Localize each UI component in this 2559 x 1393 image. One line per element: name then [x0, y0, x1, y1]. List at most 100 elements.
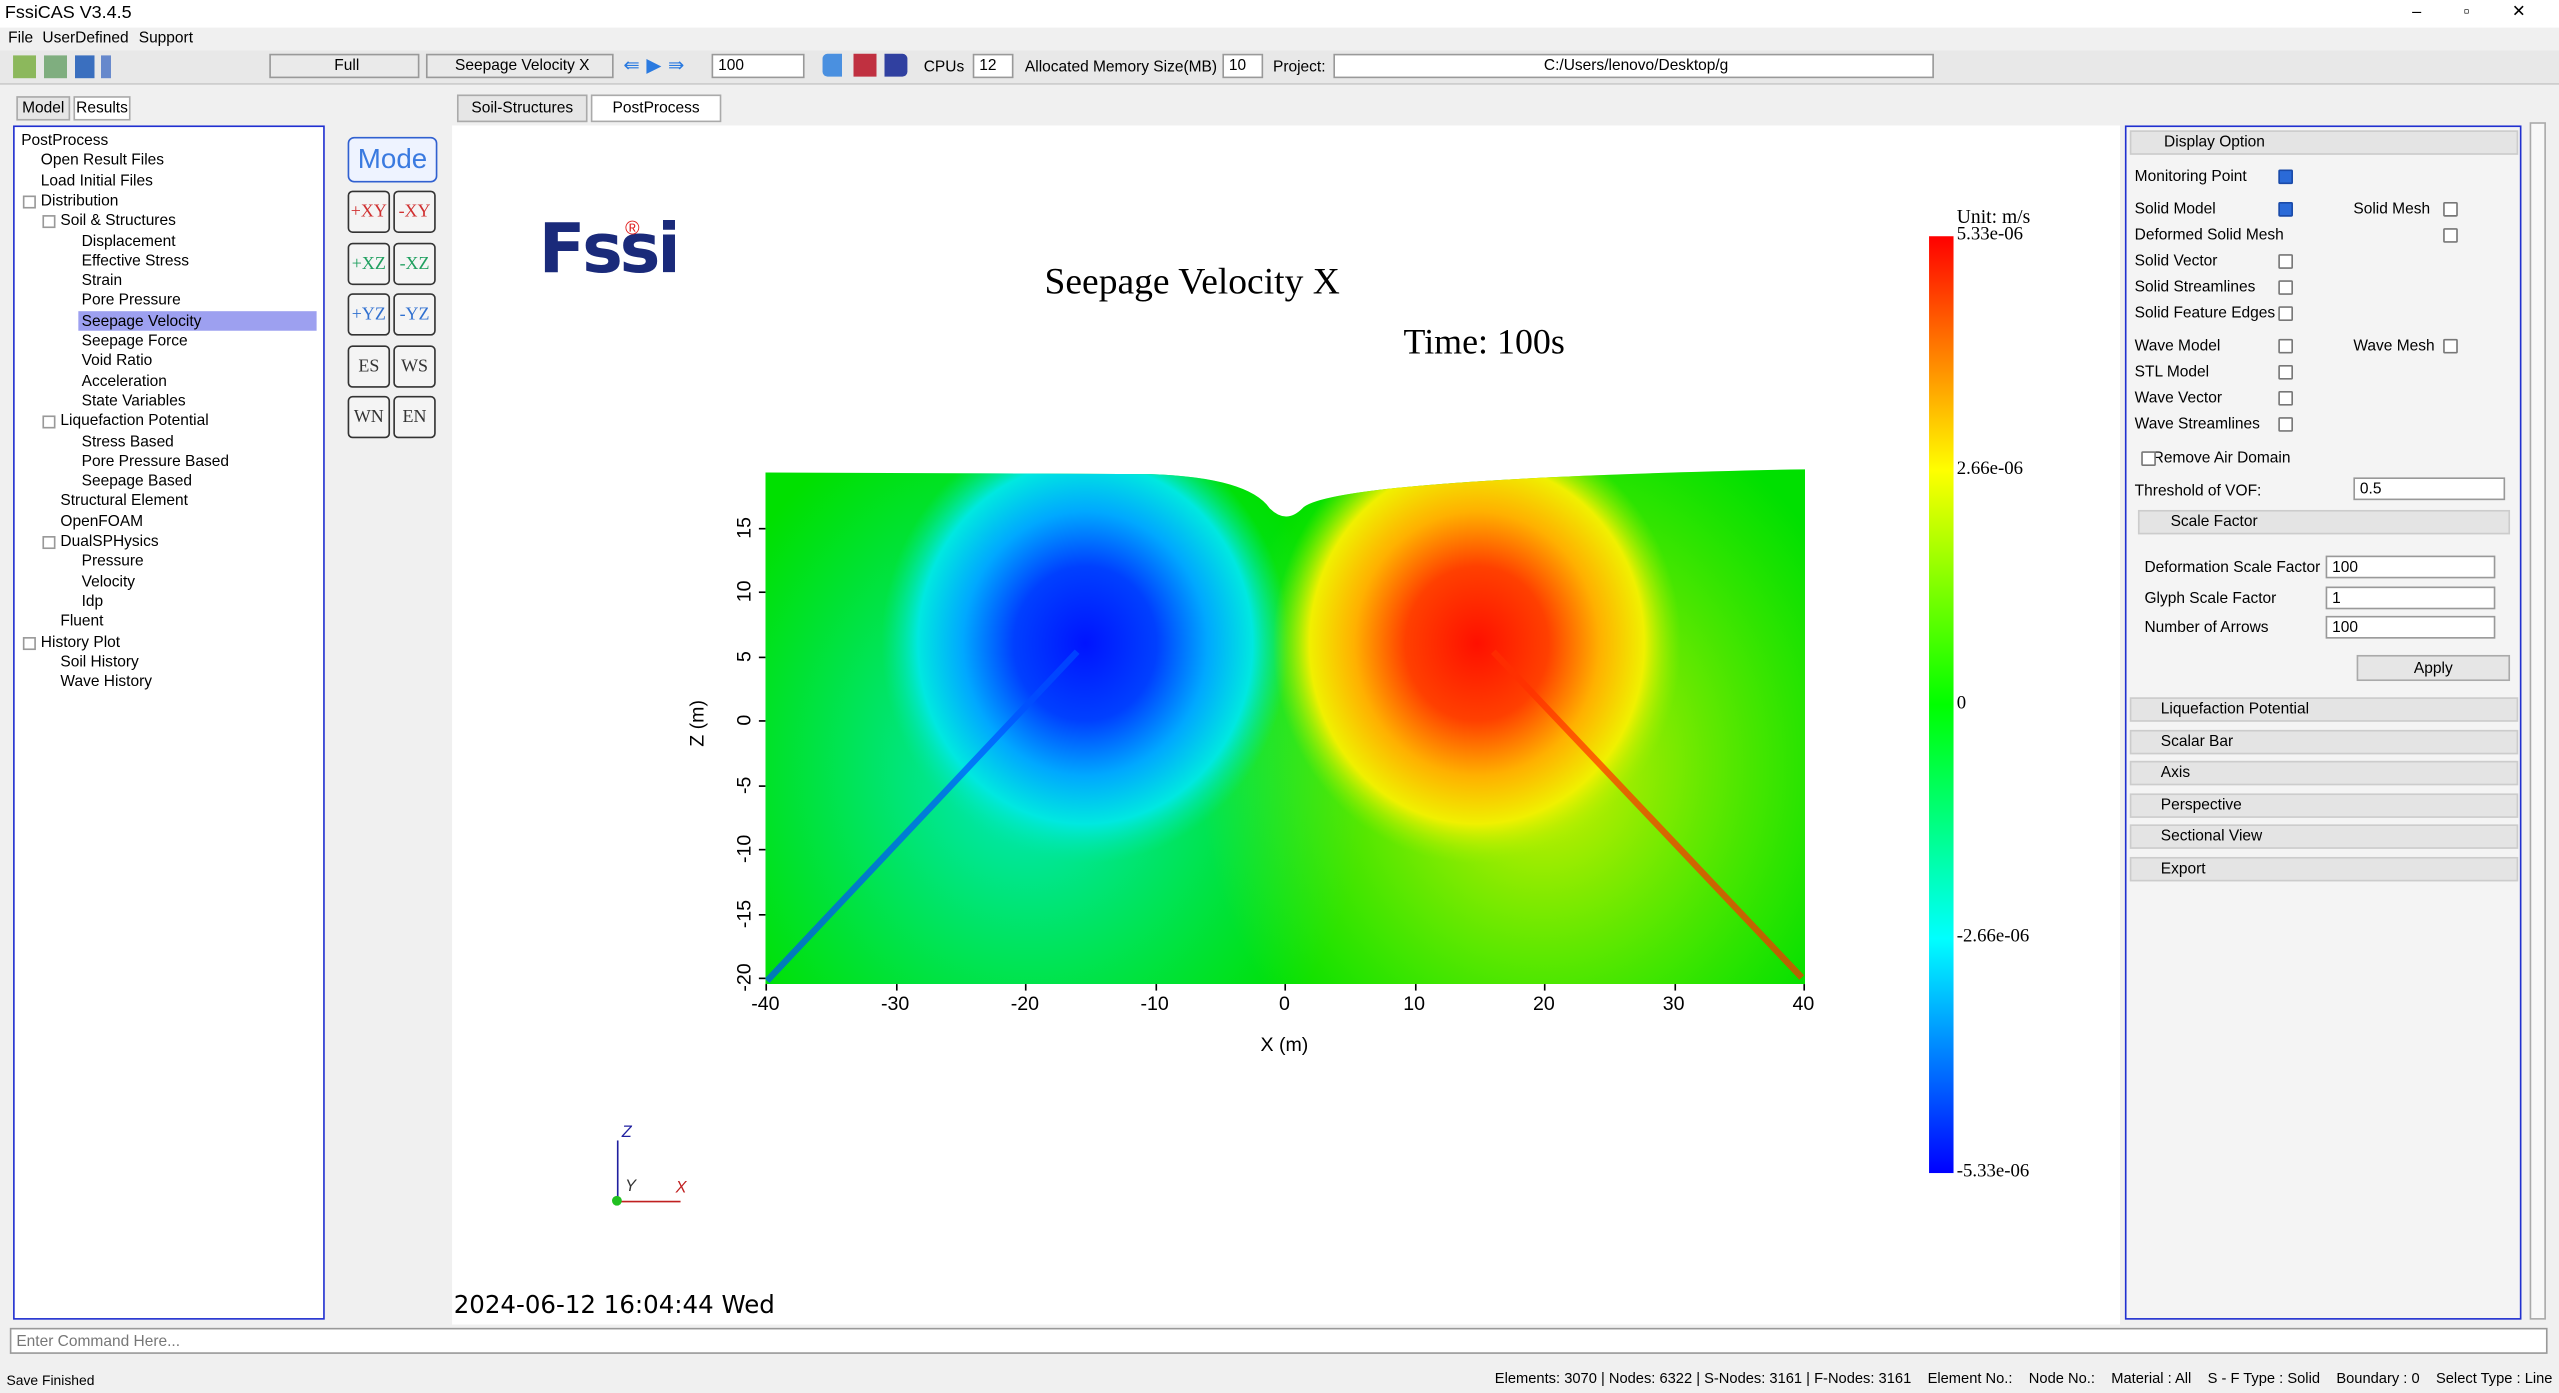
results-tab[interactable]: Results — [73, 96, 131, 121]
option-checkbox[interactable] — [2443, 338, 2458, 354]
view-button[interactable]: ES — [347, 344, 391, 387]
option-checkbox[interactable] — [2278, 169, 2293, 185]
tree-item[interactable]: Pore Pressure Based — [81, 452, 229, 471]
tree-item[interactable]: Soil & Structures — [60, 212, 176, 231]
view-button[interactable]: -XY — [393, 190, 436, 233]
tree-item[interactable]: Displacement — [81, 232, 176, 251]
tree-item[interactable]: Void Ratio — [81, 352, 153, 371]
tree-item[interactable]: Open Result Files — [40, 152, 165, 170]
display-option-header[interactable]: Display Option — [2129, 130, 2519, 155]
step-input[interactable]: 100 — [711, 53, 805, 79]
tree-item[interactable]: Idp — [81, 592, 104, 611]
option-checkbox[interactable] — [2278, 364, 2293, 380]
view-button[interactable]: WN — [347, 395, 391, 439]
y-tick — [758, 977, 766, 980]
option-checkbox[interactable] — [2278, 306, 2293, 321]
display-panel — [2124, 125, 2522, 1320]
toolbar-icons[interactable] — [13, 55, 111, 79]
step-controls[interactable]: ⇚▶⇛ — [623, 53, 691, 77]
scale-field-label: Number of Arrows — [2144, 619, 2269, 638]
panel-section[interactable]: Scalar Bar — [2129, 729, 2519, 754]
option-checkbox[interactable] — [2443, 202, 2458, 217]
view-button[interactable]: -XZ — [393, 241, 436, 285]
tree-expander[interactable] — [42, 415, 56, 429]
tree-expander[interactable] — [22, 636, 36, 650]
view-button[interactable]: +XZ — [347, 241, 391, 285]
tree-item[interactable]: Liquefaction Potential — [60, 412, 209, 431]
option-checkbox[interactable] — [2278, 391, 2293, 406]
tree-item[interactable]: DualSPHysics — [60, 532, 159, 551]
vof-input[interactable]: 0.5 — [2353, 477, 2506, 501]
tree-item[interactable]: Pore Pressure — [81, 292, 181, 311]
tree-item[interactable]: Strain — [81, 272, 123, 291]
tree-expander[interactable] — [42, 215, 56, 229]
y-tick — [758, 720, 766, 722]
tree-item[interactable]: Fluent — [60, 612, 104, 631]
tree-item[interactable]: Seepage Based — [81, 472, 192, 491]
scale-factor-header[interactable]: Scale Factor — [2137, 509, 2511, 535]
tree-item[interactable]: Acceleration — [81, 372, 167, 391]
model-tab[interactable]: Model — [16, 96, 71, 121]
option-checkbox[interactable] — [2278, 202, 2293, 217]
viewport — [765, 236, 1954, 1174]
panel-section[interactable]: Perspective — [2129, 793, 2519, 818]
view-button[interactable]: -YZ — [393, 293, 436, 336]
cpus-input[interactable]: 12 — [972, 53, 1014, 79]
panel-scrollbar[interactable] — [2529, 122, 2546, 1320]
scale-field-input[interactable]: 1 — [2325, 585, 2496, 609]
tool-icons[interactable] — [822, 53, 908, 77]
window-controls[interactable]: –▫✕ — [2412, 3, 2559, 22]
tree-item[interactable]: Seepage Force — [81, 332, 188, 351]
tree-item[interactable]: Seepage Velocity — [81, 312, 202, 331]
scale-field-input[interactable]: 100 — [2325, 555, 2496, 579]
tree-item[interactable]: Structural Element — [60, 492, 188, 511]
view-button[interactable]: EN — [393, 395, 436, 439]
soil-structures-tab[interactable]: Soil-Structures — [456, 94, 588, 123]
panel-section[interactable]: Liquefaction Potential — [2129, 697, 2519, 722]
view-button[interactable]: +XY — [347, 190, 391, 233]
option-checkbox[interactable] — [2278, 280, 2293, 295]
tree-item[interactable]: Stress Based — [81, 432, 174, 451]
tree-item[interactable]: Pressure — [81, 552, 144, 571]
panel-section[interactable]: Export — [2129, 856, 2519, 882]
view-button[interactable]: WS — [393, 344, 436, 387]
tree-item[interactable]: PostProcess — [21, 131, 109, 150]
menu-item[interactable]: File — [8, 29, 34, 48]
option-checkbox[interactable] — [2278, 338, 2293, 354]
tree-item[interactable]: OpenFOAM — [60, 512, 144, 531]
option-checkbox[interactable] — [2278, 417, 2293, 432]
y-tick-label: 10 — [732, 580, 756, 603]
view-button[interactable]: +YZ — [347, 293, 391, 336]
memory-input[interactable]: 10 — [1222, 53, 1264, 79]
option-checkbox[interactable] — [2443, 228, 2458, 243]
tree-item[interactable]: History Plot — [40, 632, 121, 651]
option-checkbox[interactable] — [2278, 254, 2293, 269]
triad-x-axis — [618, 1200, 681, 1203]
field-select[interactable]: Seepage Velocity X — [425, 53, 614, 79]
triad-label: Z — [621, 1124, 632, 1143]
panel-section[interactable]: Sectional View — [2129, 825, 2519, 850]
project-input[interactable]: C:/Users/lenovo/Desktop/g — [1333, 53, 1934, 79]
tree-expander[interactable] — [42, 536, 56, 550]
mode-select[interactable]: Full — [269, 53, 420, 79]
mode-button[interactable]: Mode — [347, 136, 438, 183]
tree-expander[interactable] — [22, 195, 36, 209]
tree-item[interactable]: Effective Stress — [81, 252, 190, 271]
apply-button[interactable]: Apply — [2356, 654, 2511, 682]
command-input[interactable]: Enter Command Here... — [9, 1327, 2548, 1354]
postprocess-tab[interactable]: PostProcess — [590, 94, 722, 123]
tree-item[interactable]: Soil History — [60, 652, 139, 671]
scale-field-input[interactable]: 100 — [2325, 615, 2496, 639]
menu-item[interactable]: Support — [138, 29, 194, 48]
tree-item[interactable]: Wave History — [60, 673, 153, 691]
tree-item[interactable]: Load Initial Files — [40, 172, 153, 190]
tree-item[interactable]: State Variables — [81, 392, 186, 411]
tree-item[interactable]: Velocity — [81, 572, 136, 591]
tree-item[interactable]: Distribution — [40, 192, 119, 210]
colorbar-label: 5.33e-06 — [1956, 224, 2023, 245]
menu-item[interactable]: UserDefined — [42, 29, 129, 48]
memory-label: Allocated Memory Size(MB) : — [1024, 58, 1226, 77]
panel-section[interactable]: Axis — [2129, 761, 2519, 786]
option-label: Solid Mesh — [2353, 200, 2431, 219]
option-checkbox[interactable] — [2141, 451, 2156, 466]
